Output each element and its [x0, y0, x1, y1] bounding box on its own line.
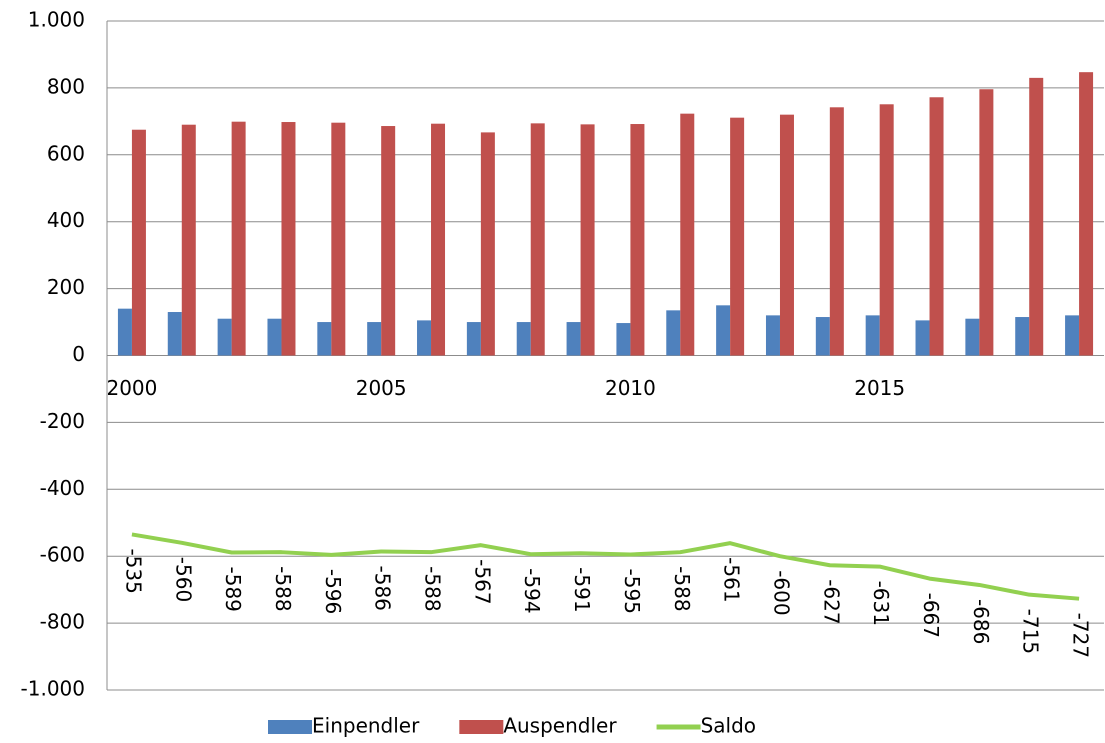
bar: [730, 117, 745, 356]
bar: [480, 132, 495, 356]
bar: [765, 315, 780, 356]
bar: [829, 107, 844, 356]
y-tick-label: 0: [72, 342, 85, 366]
bar: [1015, 317, 1030, 356]
bar: [979, 89, 994, 356]
bar: [167, 312, 182, 356]
line: [131, 532, 1080, 601]
y-tick-label: 200: [47, 275, 85, 299]
y-tick-label: 800: [47, 74, 85, 98]
y-tick-label: -800: [40, 610, 85, 634]
data-label: -686: [969, 599, 993, 644]
bar: [516, 322, 531, 356]
bar: [929, 97, 944, 356]
bar: [317, 322, 332, 356]
bar: [680, 113, 695, 356]
y-tick-label: 1.000: [28, 8, 85, 32]
data-label: -588: [271, 566, 295, 611]
data-label: -560: [171, 557, 195, 602]
data-label: -727: [1069, 613, 1093, 658]
legend-label: Saldo: [701, 714, 756, 738]
y-tick-label: -600: [40, 543, 85, 567]
data-label: -567: [470, 559, 494, 604]
data-label: -561: [720, 557, 744, 602]
bar: [217, 318, 232, 356]
data-label: -535: [121, 548, 145, 593]
bar: [566, 322, 581, 356]
data-label: -600: [769, 570, 793, 615]
data-label: -595: [620, 569, 644, 614]
legend-label: Einpendler: [312, 714, 420, 738]
data-label: -588: [421, 566, 445, 611]
bar: [181, 124, 196, 356]
data-label: -667: [919, 593, 943, 638]
bar: [815, 317, 830, 356]
data-label: -589: [221, 567, 245, 612]
bar: [367, 322, 382, 356]
bar: [530, 123, 545, 356]
y-tick-label: 400: [47, 208, 85, 232]
bar: [779, 114, 794, 356]
bar: [616, 323, 631, 356]
y-tick-label: -400: [40, 476, 85, 500]
bar: [267, 318, 282, 356]
bar: [1029, 77, 1044, 356]
bar: [117, 308, 132, 356]
bar: [716, 305, 731, 356]
bar: [915, 320, 930, 356]
data-label: -715: [1019, 609, 1043, 654]
bar: [580, 124, 595, 356]
x-tick-label: 2005: [356, 376, 407, 400]
bar: [231, 121, 246, 356]
bar: [281, 122, 296, 356]
data-label: -588: [670, 566, 694, 611]
x-tick-label: 2010: [605, 376, 656, 400]
bar: [666, 310, 681, 356]
y-tick-label: -1.000: [21, 677, 85, 701]
bar: [381, 126, 396, 356]
x-tick-label: 2000: [106, 376, 157, 400]
bar: [1079, 72, 1094, 356]
legend-label: Auspendler: [503, 714, 617, 738]
bar: [417, 320, 432, 356]
y-tick-label: -200: [40, 409, 85, 433]
legend-swatch: [459, 720, 504, 734]
data-label: -631: [869, 581, 893, 626]
bar: [865, 315, 880, 356]
x-tick-label: 2015: [854, 376, 905, 400]
data-label: -596: [321, 569, 345, 614]
bar: [630, 124, 645, 356]
data-label: -594: [520, 568, 544, 613]
bar: [331, 122, 346, 356]
bar: [965, 318, 980, 356]
data-label: -627: [819, 579, 843, 624]
bar: [1065, 315, 1080, 356]
bar: [466, 322, 481, 356]
legend-swatch: [268, 720, 312, 734]
y-tick-label: 600: [47, 141, 85, 165]
bar: [879, 104, 894, 356]
data-label: -591: [570, 567, 594, 612]
bar: [431, 123, 446, 356]
data-label: -586: [371, 566, 395, 611]
bar: [131, 129, 146, 356]
